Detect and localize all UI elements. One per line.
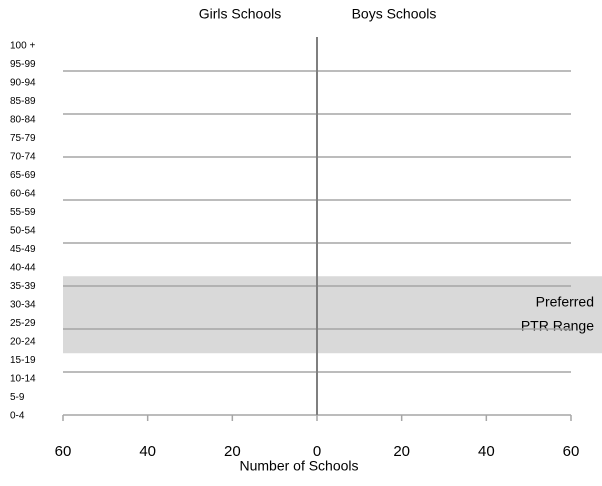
y-tick-label: 55-59 [10,207,36,218]
y-tick-label: 50-54 [10,226,36,237]
y-tick-label: 20-24 [10,337,36,348]
y-tick-label: 80-84 [10,115,36,126]
x-axis-title: Number of Schools [239,458,358,474]
x-tick-label: 40 [139,443,156,460]
y-tick-label: 100 + [10,41,35,52]
x-tick-label: 20 [224,443,241,460]
x-tick-label: 0 [313,443,321,460]
x-tick-label: 40 [478,443,495,460]
highlight-band [63,276,602,354]
y-tick-label: 70-74 [10,152,36,163]
y-tick-label: 85-89 [10,96,36,107]
x-tick-label: 60 [55,443,72,460]
y-tick-label: 10-14 [10,374,36,385]
highlight-label: PTR Range [521,317,594,333]
y-tick-label: 60-64 [10,189,36,200]
y-tick-label: 5-9 [10,392,25,403]
highlight-label: Preferred [536,293,594,309]
y-tick-label: 0-4 [10,411,25,422]
y-tick-label: 90-94 [10,78,36,89]
y-tick-label: 75-79 [10,133,36,144]
x-tick-label: 20 [393,443,410,460]
y-tick-label: 40-44 [10,263,36,274]
y-tick-label: 35-39 [10,281,36,292]
series-label: Boys Schools [352,6,437,22]
x-tick-label: 60 [563,443,580,460]
y-tick-label: 95-99 [10,59,36,70]
y-tick-label: 65-69 [10,170,36,181]
y-tick-label: 30-34 [10,300,36,311]
y-tick-label: 25-29 [10,318,36,329]
series-label: Girls Schools [199,6,281,22]
y-tick-label: 45-49 [10,244,36,255]
y-tick-label: 15-19 [10,355,36,366]
